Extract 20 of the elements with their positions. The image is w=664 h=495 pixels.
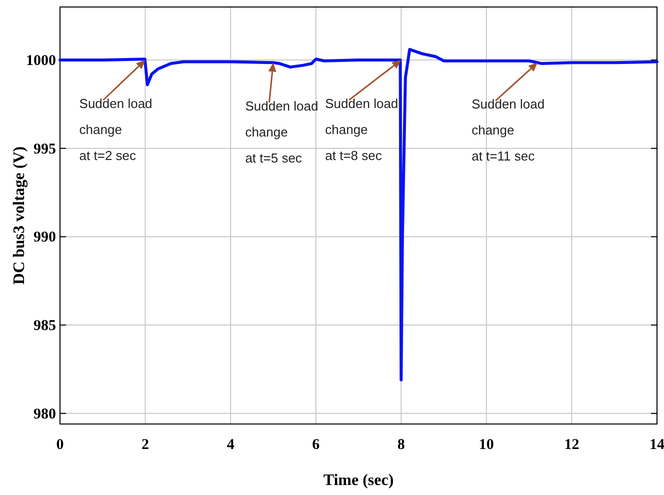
y-tick-label: 985 bbox=[34, 318, 56, 334]
line-series bbox=[58, 48, 658, 382]
y-tick-label: 980 bbox=[34, 406, 56, 422]
x-axis-title: Time (sec) bbox=[323, 472, 394, 489]
annotation: Sudden load change at t=11 sec bbox=[472, 96, 545, 164]
x-tick-label: 4 bbox=[226, 437, 235, 453]
x-tick-label: 10 bbox=[478, 437, 494, 453]
x-tick-label: 14 bbox=[650, 437, 664, 453]
x-tick-label: 8 bbox=[397, 437, 405, 453]
x-tick-label: 6 bbox=[312, 437, 320, 453]
y-axis-title: DC bus3 voltage (V) bbox=[11, 146, 28, 285]
x-tick-label: 2 bbox=[142, 437, 150, 453]
annotation: Sudden load change at t=8 sec bbox=[325, 96, 398, 164]
x-tick-label: 12 bbox=[564, 437, 580, 453]
y-tick-label: 990 bbox=[34, 230, 56, 246]
annotation: Sudden load change at t=5 sec bbox=[245, 98, 318, 166]
y-tick-label: 1000 bbox=[26, 53, 56, 70]
y-tick-label: 995 bbox=[34, 141, 56, 158]
annotation: Sudden load change at t=2 sec bbox=[79, 96, 152, 164]
x-tick-label: 0 bbox=[56, 437, 64, 453]
